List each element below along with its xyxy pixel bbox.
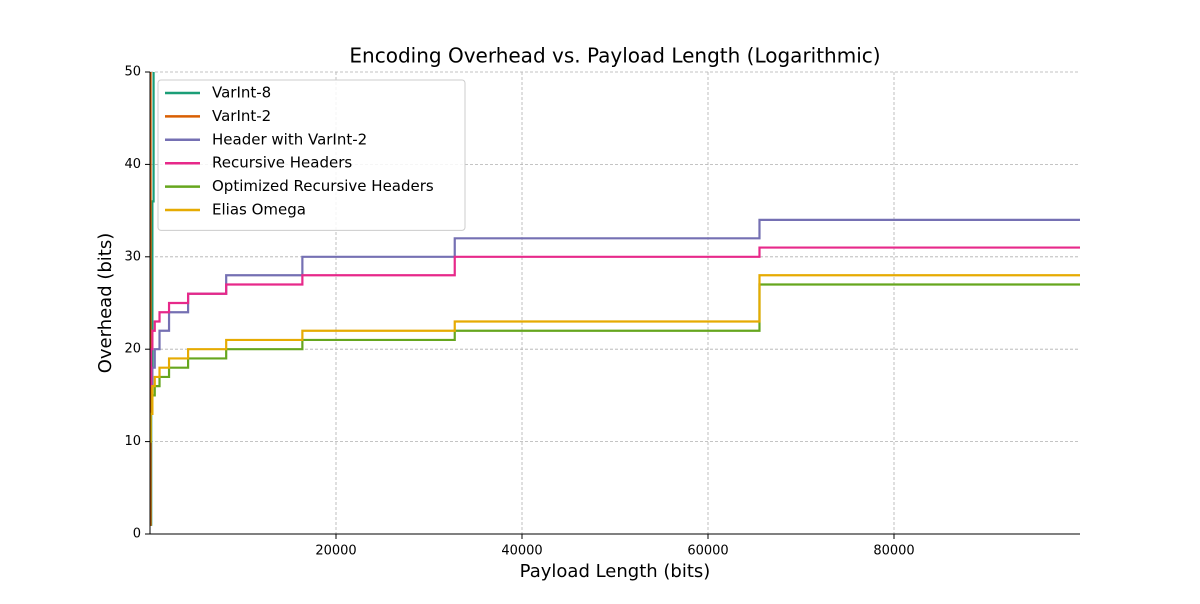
x-tick-label: 40000 xyxy=(501,544,542,559)
legend-box xyxy=(157,79,466,231)
plot-lines xyxy=(150,72,1080,526)
legend-label: Optimized Recursive Headers xyxy=(212,177,434,195)
series-line xyxy=(150,283,1080,443)
legend-label: Recursive Headers xyxy=(212,154,352,172)
series-line xyxy=(150,274,1080,443)
x-tick-label: 80000 xyxy=(873,544,914,559)
y-tick-label: 50 xyxy=(124,65,141,80)
y-tick-label: 20 xyxy=(124,342,141,357)
legend-label: VarInt-2 xyxy=(212,107,271,125)
y-tick-label: 30 xyxy=(124,249,141,264)
y-tick-label: 0 xyxy=(133,527,141,542)
y-axis-label: Overhead (bits) xyxy=(95,233,116,374)
x-axis-label: Payload Length (bits) xyxy=(520,561,711,582)
series-line xyxy=(150,246,1080,388)
chart-title: Encoding Overhead vs. Payload Length (Lo… xyxy=(349,44,880,68)
x-tick-label: 60000 xyxy=(687,544,728,559)
y-tick-label: 40 xyxy=(124,157,141,172)
legend-label: VarInt-8 xyxy=(212,84,271,102)
y-tick-label: 10 xyxy=(124,434,141,449)
series-line xyxy=(150,218,1080,388)
legend-label: Header with VarInt-2 xyxy=(212,130,367,148)
legend-label: Elias Omega xyxy=(212,201,306,219)
x-tick-label: 20000 xyxy=(315,544,356,559)
